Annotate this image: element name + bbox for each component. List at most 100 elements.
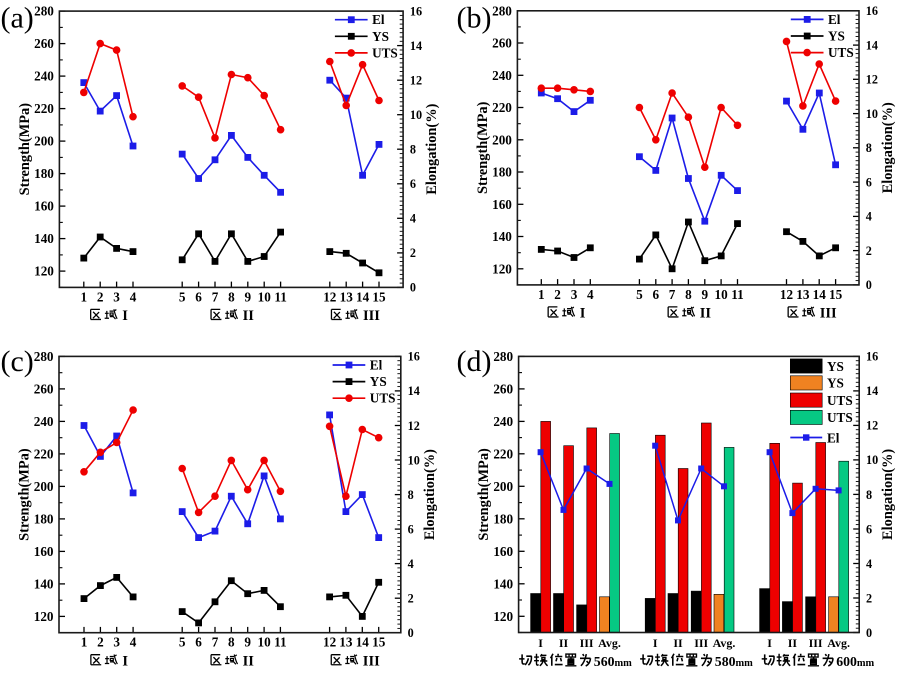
svg-text:10: 10 — [715, 287, 729, 302]
svg-text:12: 12 — [323, 635, 337, 650]
svg-text:120: 120 — [34, 609, 54, 624]
svg-text:III: III — [694, 636, 708, 650]
svg-text:10: 10 — [866, 107, 878, 121]
svg-text:UTS: UTS — [827, 393, 853, 408]
svg-text:4: 4 — [130, 289, 137, 304]
svg-text:6: 6 — [195, 635, 202, 650]
svg-text:1: 1 — [538, 287, 545, 302]
svg-text:Elongation(%): Elongation(%) — [424, 103, 440, 194]
svg-text:13: 13 — [340, 289, 354, 304]
svg-text:12: 12 — [866, 73, 878, 87]
svg-text:180: 180 — [492, 165, 512, 180]
svg-text:12: 12 — [408, 419, 420, 433]
svg-text:13: 13 — [339, 635, 353, 650]
svg-text:(c): (c) — [1, 345, 34, 378]
svg-text:I: I — [653, 636, 658, 650]
svg-text:5: 5 — [179, 635, 186, 650]
svg-text:140: 140 — [34, 577, 54, 592]
svg-text:3: 3 — [571, 287, 578, 302]
svg-text:El: El — [828, 12, 841, 27]
svg-text:8: 8 — [866, 488, 872, 502]
svg-text:14: 14 — [866, 38, 878, 52]
svg-text:160: 160 — [492, 197, 512, 212]
svg-text:8: 8 — [228, 635, 235, 650]
svg-text:200: 200 — [492, 132, 512, 147]
svg-text:El: El — [827, 430, 840, 445]
svg-text:10: 10 — [408, 453, 420, 467]
svg-text:0: 0 — [410, 281, 416, 295]
svg-text:14: 14 — [356, 289, 370, 304]
svg-text:UTS: UTS — [828, 45, 854, 60]
svg-text:9: 9 — [244, 635, 251, 650]
svg-text:0: 0 — [408, 626, 414, 640]
svg-text:4: 4 — [866, 557, 872, 571]
svg-text:(b): (b) — [457, 2, 492, 35]
svg-text:II: II — [700, 306, 712, 322]
svg-text:6: 6 — [866, 522, 872, 536]
svg-text:6: 6 — [653, 287, 660, 302]
svg-text:120: 120 — [492, 261, 512, 276]
svg-text:15: 15 — [372, 635, 386, 650]
svg-text:II: II — [673, 636, 683, 650]
svg-text:5: 5 — [636, 287, 643, 302]
svg-text:10: 10 — [258, 289, 272, 304]
svg-text:11: 11 — [274, 635, 286, 650]
svg-text:6: 6 — [195, 289, 202, 304]
svg-text:8: 8 — [685, 287, 692, 302]
svg-text:7: 7 — [212, 289, 219, 304]
svg-text:El: El — [370, 358, 383, 373]
svg-text:II: II — [559, 636, 569, 650]
svg-text:Elongation(%): Elongation(%) — [880, 449, 896, 540]
svg-text:II: II — [243, 653, 255, 669]
svg-text:120: 120 — [34, 264, 54, 279]
svg-text:Elongation(%): Elongation(%) — [422, 449, 438, 540]
svg-text:10: 10 — [866, 453, 878, 467]
svg-text:2: 2 — [554, 287, 561, 302]
svg-text:580mm: 580mm — [715, 654, 753, 669]
svg-text:6: 6 — [866, 175, 872, 189]
svg-text:2: 2 — [410, 246, 416, 260]
svg-text:220: 220 — [493, 446, 513, 461]
svg-text:14: 14 — [408, 384, 420, 398]
svg-text:8: 8 — [408, 488, 414, 502]
svg-text:260: 260 — [34, 36, 54, 51]
svg-text:200: 200 — [34, 479, 54, 494]
svg-text:16: 16 — [410, 4, 422, 18]
svg-text:160: 160 — [493, 544, 513, 559]
svg-text:240: 240 — [493, 414, 513, 429]
svg-text:180: 180 — [493, 511, 513, 526]
svg-text:III: III — [809, 636, 823, 650]
svg-text:4: 4 — [866, 210, 872, 224]
svg-text:1: 1 — [81, 635, 88, 650]
svg-text:220: 220 — [34, 447, 54, 462]
svg-text:2: 2 — [97, 635, 104, 650]
svg-text:200: 200 — [34, 134, 54, 149]
svg-text:16: 16 — [866, 4, 878, 18]
svg-text:5: 5 — [179, 289, 186, 304]
svg-text:I: I — [580, 306, 586, 322]
svg-text:600mm: 600mm — [836, 654, 874, 669]
svg-text:140: 140 — [493, 576, 513, 591]
svg-text:160: 160 — [34, 199, 54, 214]
svg-text:3: 3 — [113, 289, 120, 304]
svg-text:4: 4 — [408, 557, 414, 571]
svg-text:120: 120 — [493, 609, 513, 624]
svg-text:0: 0 — [866, 278, 872, 292]
svg-text:12: 12 — [866, 419, 878, 433]
svg-text:4: 4 — [130, 635, 137, 650]
svg-text:2: 2 — [866, 244, 872, 258]
svg-text:II: II — [243, 308, 255, 324]
svg-text:(a): (a) — [1, 2, 34, 35]
svg-text:15: 15 — [829, 287, 843, 302]
svg-text:III: III — [820, 306, 837, 322]
svg-text:16: 16 — [866, 350, 878, 364]
svg-text:14: 14 — [866, 384, 878, 398]
svg-text:4: 4 — [410, 212, 416, 226]
svg-text:III: III — [580, 636, 594, 650]
svg-text:14: 14 — [356, 635, 370, 650]
svg-text:240: 240 — [34, 69, 54, 84]
svg-text:9: 9 — [702, 287, 709, 302]
svg-text:Elongation(%): Elongation(%) — [880, 102, 896, 193]
svg-text:12: 12 — [780, 287, 794, 302]
svg-text:3: 3 — [113, 635, 120, 650]
